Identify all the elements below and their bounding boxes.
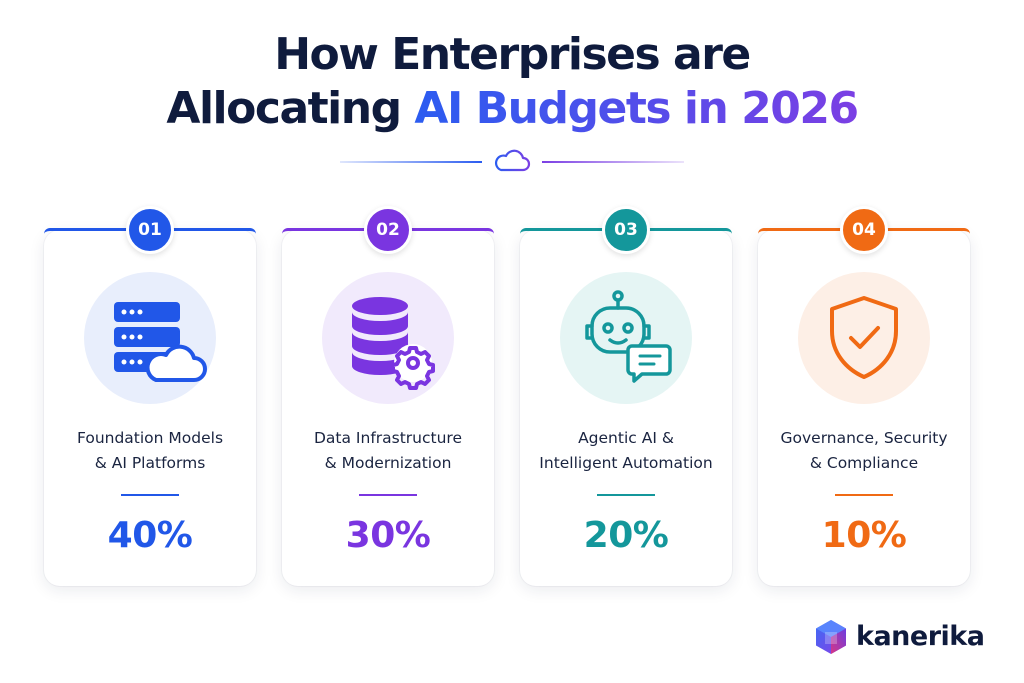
- database-gear-icon: [352, 297, 435, 390]
- card-label-line-1: Data Infrastructure: [314, 429, 462, 447]
- title-divider: [340, 148, 684, 174]
- title-line-1: How Enterprises are: [274, 29, 751, 80]
- robot-chat-icon: [585, 290, 672, 383]
- brand-logo: kanerika: [812, 618, 985, 658]
- icon-circle: [84, 272, 216, 404]
- card-percentage: 20%: [583, 515, 669, 556]
- card-label-line-2: & Modernization: [324, 454, 452, 472]
- card-label: Foundation Models & AI Platforms: [50, 426, 250, 476]
- card-number-badge: 01: [126, 206, 174, 254]
- card-separator: [835, 494, 893, 496]
- icon-circle: [798, 272, 930, 404]
- divider-line-left: [340, 161, 482, 163]
- card-agentic-ai: 03 Agentic AI & Intelligent Automation 2…: [520, 206, 732, 586]
- card-percentage: 10%: [821, 515, 907, 556]
- icon-circle: [322, 272, 454, 404]
- divider-line-right: [542, 161, 684, 163]
- title-line-2: Allocating AI Budgets in 2026: [0, 82, 1024, 136]
- title-highlight: AI Budgets in 2026: [414, 83, 859, 134]
- cloud-icon: [494, 149, 531, 172]
- card-label: Governance, Security & Compliance: [764, 426, 964, 476]
- card-label-line-1: Governance, Security: [780, 429, 948, 447]
- card-number-badge: 02: [364, 206, 412, 254]
- card-governance-security: 04 Governance, Security & Compliance 10%: [758, 206, 970, 586]
- card-label-line-1: Agentic AI &: [578, 429, 674, 447]
- card-number-badge: 04: [840, 206, 888, 254]
- page-title: How Enterprises are Allocating AI Budget…: [0, 28, 1024, 136]
- card-percentage: 40%: [107, 515, 193, 556]
- card-label: Agentic AI & Intelligent Automation: [526, 426, 726, 476]
- card-separator: [121, 494, 179, 496]
- card-label-line-2: Intelligent Automation: [539, 454, 713, 472]
- title-line-2-plain: Allocating: [166, 83, 402, 134]
- card-label-line-2: & AI Platforms: [94, 454, 206, 472]
- server-cloud-icon: [114, 302, 207, 382]
- card-label-line-2: & Compliance: [809, 454, 919, 472]
- brand-name: kanerika: [856, 621, 985, 652]
- card-data-infrastructure: 02 Data Infrastructure & Modernization 3…: [282, 206, 494, 586]
- card-separator: [359, 494, 417, 496]
- card-label-line-1: Foundation Models: [76, 429, 224, 447]
- card-number-badge: 03: [602, 206, 650, 254]
- card-separator: [597, 494, 655, 496]
- card-percentage: 30%: [345, 515, 431, 556]
- shield-check-icon: [830, 296, 898, 379]
- card-label: Data Infrastructure & Modernization: [288, 426, 488, 476]
- icon-circle: [560, 272, 692, 404]
- kanerika-logo-icon: [816, 620, 846, 654]
- card-foundation-models: 01 Foundation Models & AI Platforms 40%: [44, 206, 256, 586]
